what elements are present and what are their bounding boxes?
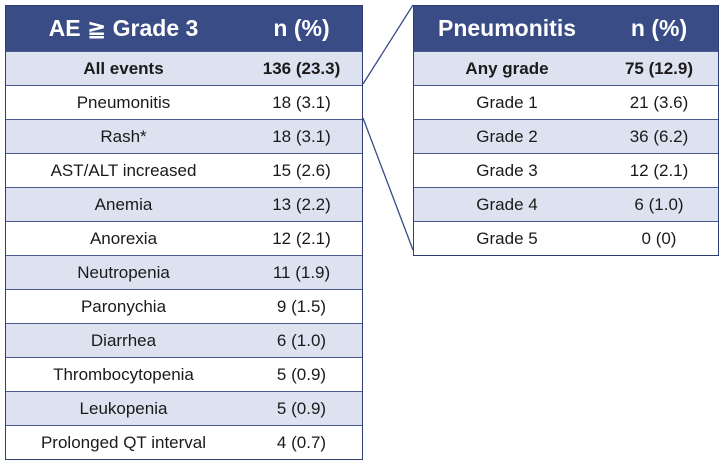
table-row: Grade 1 21 (3.6) <box>414 85 718 119</box>
row-label: Anorexia <box>89 228 158 248</box>
ae-table-header: AE ≧ Grade 3 n (%) <box>6 6 362 51</box>
row-value: 11 (1.9) <box>272 262 331 282</box>
row-label: Grade 1 <box>476 92 538 112</box>
row-label: Pneumonitis <box>76 92 171 112</box>
row-label: Thrombocytopenia <box>53 364 194 384</box>
pneumonitis-header-label: Pneumonitis <box>437 15 576 41</box>
row-label: Grade 3 <box>476 160 538 180</box>
table-row: Leukopenia 5 (0.9) <box>6 391 362 425</box>
pneumonitis-table-header: Pneumonitis n (%) <box>414 6 718 51</box>
row-value: 18 (3.1) <box>272 126 331 146</box>
ae-header-label: AE ≧ Grade 3 <box>48 15 199 41</box>
row-value: 75 (12.9) <box>624 58 694 78</box>
table-row: Grade 3 12 (2.1) <box>414 153 718 187</box>
pneumonitis-grade-table: Pneumonitis n (%) Any grade 75 (12.9) Gr… <box>413 5 719 256</box>
connector-line-bottom <box>362 117 414 251</box>
table-row: Anorexia 12 (2.1) <box>6 221 362 255</box>
row-value: 0 (0) <box>641 228 677 248</box>
table-row: Any grade 75 (12.9) <box>414 51 718 85</box>
row-label: Any grade <box>465 58 549 78</box>
table-row: Paronychia 9 (1.5) <box>6 289 362 323</box>
row-label: Grade 5 <box>476 228 538 248</box>
row-value: 15 (2.6) <box>272 160 331 180</box>
ae-header-value: n (%) <box>273 15 330 41</box>
row-value: 5 (0.9) <box>276 398 327 418</box>
row-value: 136 (23.3) <box>262 58 341 78</box>
row-label: Diarrhea <box>90 330 157 350</box>
row-label: Prolonged QT interval <box>40 432 207 452</box>
row-label: Grade 4 <box>476 194 538 214</box>
row-value: 6 (1.0) <box>634 194 684 214</box>
table-row: Neutropenia 11 (1.9) <box>6 255 362 289</box>
table-row: Grade 4 6 (1.0) <box>414 187 718 221</box>
row-value: 18 (3.1) <box>272 92 331 112</box>
row-value: 4 (0.7) <box>276 432 327 452</box>
table-row: Diarrhea 6 (1.0) <box>6 323 362 357</box>
row-label: Grade 2 <box>476 126 538 146</box>
row-label: Anemia <box>94 194 153 214</box>
row-label: Rash* <box>100 126 147 146</box>
row-label: AST/ALT increased <box>50 160 197 180</box>
table-row: All events 136 (23.3) <box>6 51 362 85</box>
row-label: Neutropenia <box>77 262 170 282</box>
row-value: 9 (1.5) <box>276 296 327 316</box>
table-row: Rash* 18 (3.1) <box>6 119 362 153</box>
row-label: Paronychia <box>80 296 167 316</box>
pneumonitis-header-value: n (%) <box>630 15 688 41</box>
table-row: Grade 2 36 (6.2) <box>414 119 718 153</box>
row-value: 21 (3.6) <box>629 92 689 112</box>
row-value: 13 (2.2) <box>272 194 331 214</box>
connector-line-top <box>362 4 414 85</box>
row-value: 36 (6.2) <box>629 126 689 146</box>
table-row: Thrombocytopenia 5 (0.9) <box>6 357 362 391</box>
row-value: 12 (2.1) <box>272 228 331 248</box>
table-row: AST/ALT increased 15 (2.6) <box>6 153 362 187</box>
table-row: Grade 5 0 (0) <box>414 221 718 255</box>
table-row: Pneumonitis 18 (3.1) <box>6 85 362 119</box>
row-label: All events <box>83 58 164 78</box>
row-value: 12 (2.1) <box>629 160 689 180</box>
table-row: Anemia 13 (2.2) <box>6 187 362 221</box>
row-value: 6 (1.0) <box>276 330 327 350</box>
row-value: 5 (0.9) <box>276 364 327 384</box>
ae-grade3-table: AE ≧ Grade 3 n (%) All events 136 (23.3)… <box>5 5 363 460</box>
row-label: Leukopenia <box>79 398 168 418</box>
table-row: Prolonged QT interval 4 (0.7) <box>6 425 362 459</box>
